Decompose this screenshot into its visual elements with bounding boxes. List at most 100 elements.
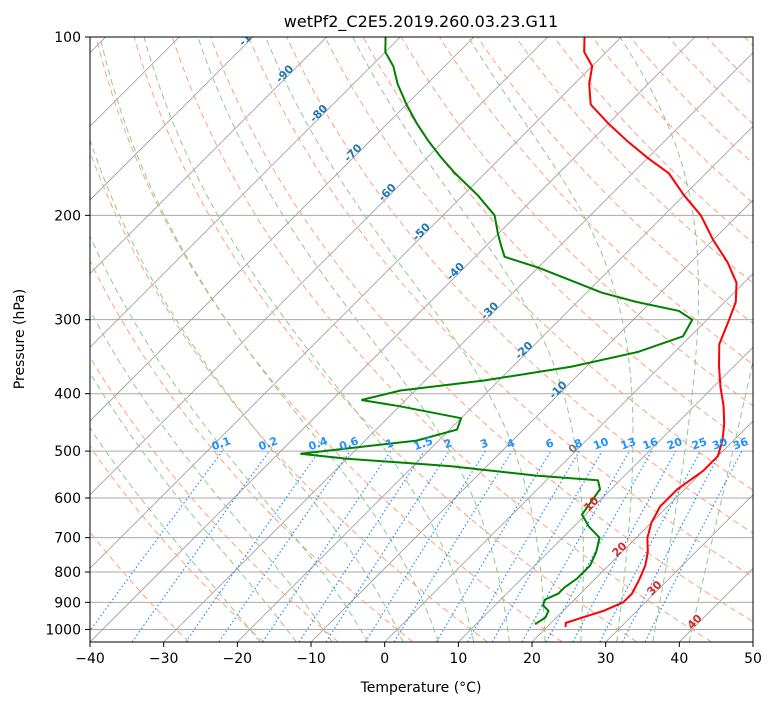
mixing-ratio-line bbox=[545, 450, 653, 642]
dry-adiabat-line bbox=[400, 37, 753, 407]
plot-frame bbox=[89, 36, 754, 643]
y-tick-label: 300 bbox=[54, 313, 81, 329]
mixing-ratio-label: 13 bbox=[619, 435, 638, 452]
mixing-ratio-line bbox=[325, 450, 450, 642]
moist-adiabat-line bbox=[688, 358, 753, 642]
isotherm-line bbox=[90, 37, 401, 348]
y-tick-label: 900 bbox=[54, 595, 81, 611]
moist-adiabat-line bbox=[197, 37, 510, 642]
mixing-ratio-label: 0.1 bbox=[210, 434, 233, 453]
dry-adiabat-line bbox=[133, 37, 638, 642]
x-tick-label: 30 bbox=[597, 651, 615, 667]
mixing-ratio-line bbox=[644, 450, 743, 642]
y-tick-label: 800 bbox=[54, 565, 81, 581]
dry-adiabat-line bbox=[324, 37, 753, 491]
moist-adiabat-line bbox=[143, 37, 475, 642]
mixing-ratio-label: 3 bbox=[478, 436, 490, 451]
x-tick-label: 10 bbox=[449, 651, 467, 667]
isotherm-line bbox=[90, 37, 548, 496]
dry-adiabat-line bbox=[477, 37, 753, 325]
mixing-ratio-label: 1 bbox=[384, 436, 396, 451]
mixing-ratio-line bbox=[393, 450, 513, 642]
dry-adiabat-line bbox=[515, 37, 753, 284]
mixing-ratio-label: 30 bbox=[710, 435, 729, 453]
x-tick-label: −20 bbox=[223, 651, 253, 667]
y-axis-ticks: 100 200 300 400 500 600 700 800 900 1000 bbox=[45, 30, 90, 638]
moist-adiabat-line bbox=[90, 427, 261, 642]
isotherm-line bbox=[163, 52, 753, 642]
temperature-line bbox=[564, 37, 738, 627]
y-tick-label: 500 bbox=[54, 444, 81, 460]
y-axis-label: Pressure (hPa) bbox=[12, 289, 28, 389]
moist-adiabat-line bbox=[265, 37, 546, 642]
mixing-ratio-label: 6 bbox=[544, 436, 556, 451]
isotherm-lines bbox=[90, 37, 753, 642]
mixing-ratio-line bbox=[90, 450, 223, 632]
x-tick-label: −30 bbox=[149, 651, 179, 667]
isobar-lines bbox=[90, 37, 753, 630]
isotherm-label: -100 bbox=[236, 20, 265, 49]
x-tick-label: −40 bbox=[75, 651, 105, 667]
mixing-ratio-label: 10 bbox=[592, 435, 611, 453]
isotherm-line bbox=[90, 37, 327, 275]
dry-adiabat-line bbox=[591, 37, 753, 204]
isotherm-line bbox=[531, 420, 753, 642]
x-tick-label: −10 bbox=[296, 651, 326, 667]
y-tick-label: 400 bbox=[54, 387, 81, 403]
isotherm-line bbox=[384, 273, 753, 642]
x-tick-label: 20 bbox=[523, 651, 541, 667]
y-tick-label: 1000 bbox=[45, 622, 81, 638]
x-axis-ticks: −40 −30 −20 −10 0 10 20 30 40 50 bbox=[75, 642, 762, 667]
moist-adiabat-line bbox=[99, 37, 439, 642]
mixing-ratio-line bbox=[521, 450, 631, 642]
chart-title: wetPf2_C2E5.2019.260.03.23.G11 bbox=[284, 12, 558, 32]
dry-adiabat-line bbox=[362, 37, 753, 449]
moist-adiabat-line bbox=[90, 138, 404, 642]
mixing-ratio-label: 16 bbox=[641, 435, 660, 453]
isotherm-line bbox=[237, 125, 753, 642]
mixing-ratio-label: 0.4 bbox=[307, 434, 330, 453]
dry-adiabat-line bbox=[629, 37, 753, 165]
dry-adiabat-line bbox=[171, 37, 712, 642]
mixing-ratio-label: 0.2 bbox=[257, 434, 280, 453]
y-tick-label: 700 bbox=[54, 531, 81, 547]
y-tick-label: 100 bbox=[54, 30, 81, 46]
mixing-ratio-line bbox=[262, 450, 392, 642]
mixing-ratio-label: 2 bbox=[442, 436, 454, 451]
isotherm-line bbox=[605, 494, 753, 642]
x-tick-label: 50 bbox=[744, 651, 762, 667]
dry-adiabat-lines bbox=[90, 37, 753, 642]
isotherm-line bbox=[90, 37, 622, 569]
x-tick-label: 0 bbox=[380, 651, 389, 667]
mixing-ratio-label: 1.5 bbox=[412, 434, 435, 453]
moist-adiabat-line bbox=[90, 235, 369, 642]
mixing-ratio-label: 4 bbox=[505, 436, 517, 451]
x-tick-label: 40 bbox=[670, 651, 688, 667]
moist-adiabat-line bbox=[619, 37, 699, 642]
y-tick-label: 200 bbox=[54, 208, 81, 224]
mixing-ratio-line bbox=[572, 450, 677, 642]
mixing-ratio-line bbox=[218, 450, 351, 642]
isotherm-line bbox=[90, 37, 696, 642]
y-tick-label: 600 bbox=[54, 491, 81, 507]
dry-adiabat-line bbox=[248, 37, 753, 578]
mixing-ratio-lines bbox=[90, 450, 743, 642]
mixing-ratio-line bbox=[131, 450, 270, 642]
mixing-ratio-line bbox=[185, 450, 320, 642]
mixing-ratio-label: 36 bbox=[731, 435, 750, 453]
isotherm-line bbox=[90, 37, 254, 201]
isotherm-line bbox=[458, 346, 753, 642]
mixing-ratio-label: 0.6 bbox=[338, 434, 361, 453]
dewpoint-line bbox=[300, 37, 694, 626]
moist-adiabat-line bbox=[90, 371, 297, 642]
mixing-ratio-line bbox=[298, 450, 425, 642]
dry-adiabat-line bbox=[90, 445, 264, 642]
mixing-ratio-label: 20 bbox=[665, 435, 684, 453]
moist-adiabat-line bbox=[352, 37, 584, 642]
data-series bbox=[300, 37, 738, 627]
mixing-ratio-label: 25 bbox=[690, 435, 709, 452]
x-axis-label: Temperature (°C) bbox=[360, 680, 482, 696]
moist-adiabat-line bbox=[90, 309, 333, 642]
